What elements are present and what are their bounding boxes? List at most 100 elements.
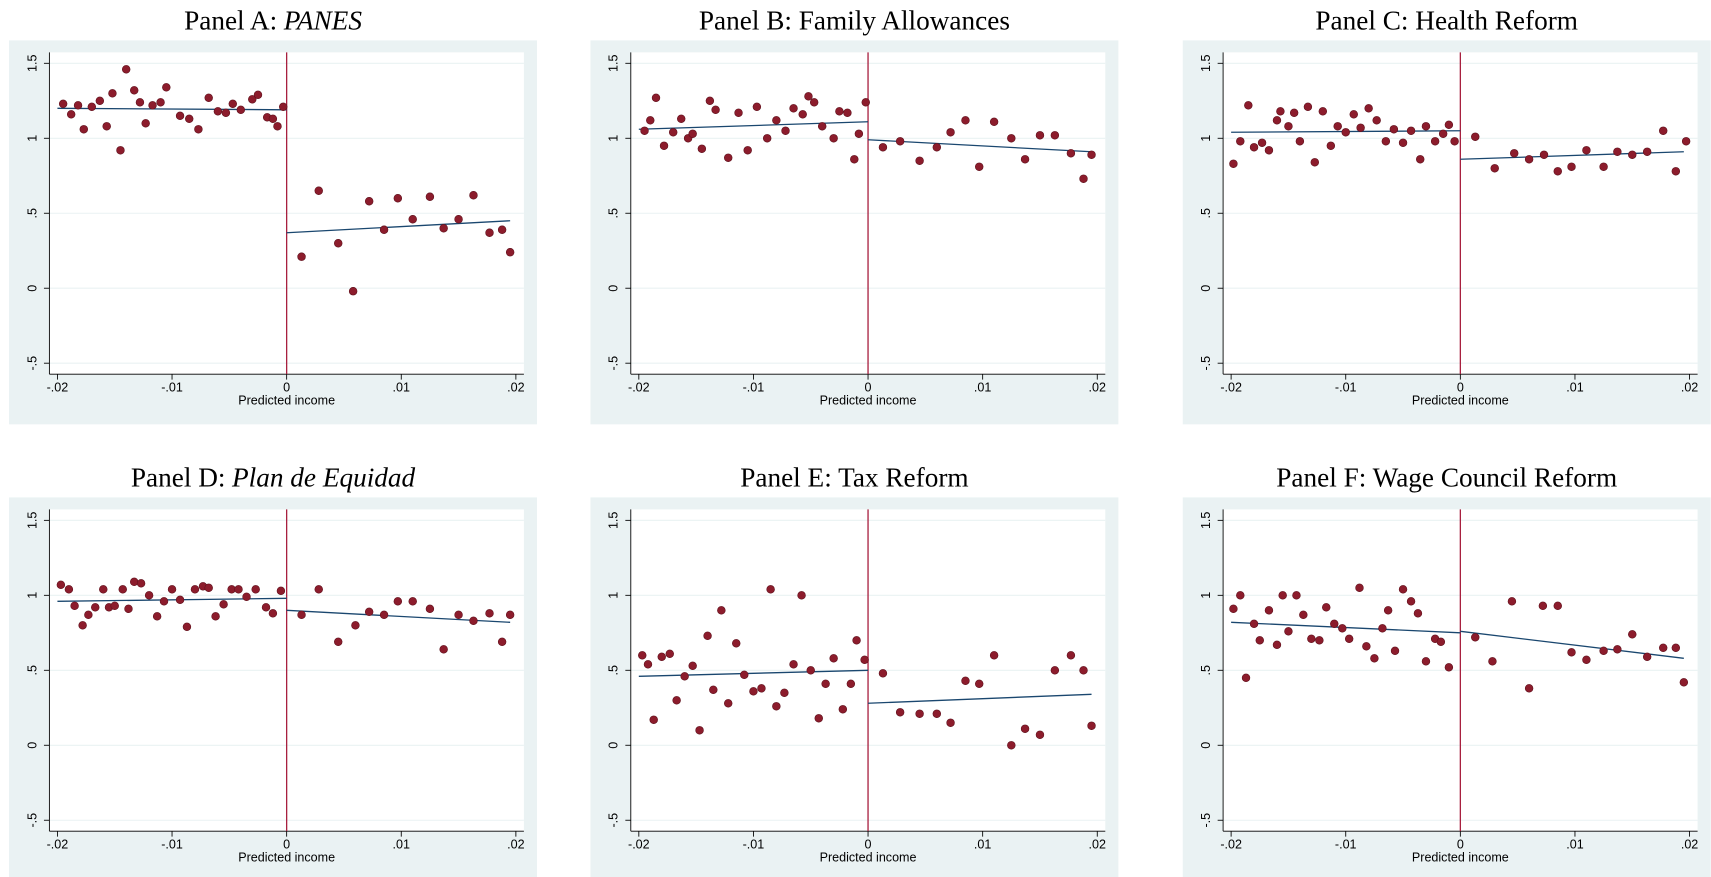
point: [766, 585, 775, 594]
point: [643, 660, 653, 669]
point: [1292, 591, 1301, 600]
x-tick-label: .02: [1089, 838, 1106, 852]
point: [1507, 597, 1517, 606]
point: [932, 709, 942, 718]
point: [1364, 104, 1373, 113]
point: [829, 654, 838, 663]
point: [1681, 137, 1691, 146]
point: [268, 609, 278, 618]
point: [190, 585, 200, 594]
point: [1050, 666, 1060, 675]
point: [1249, 143, 1259, 152]
y-tick-label: .5: [607, 665, 621, 675]
point: [852, 636, 861, 645]
point: [1035, 131, 1045, 140]
point: [1362, 642, 1371, 651]
point: [221, 108, 231, 117]
point: [724, 699, 733, 708]
y-tick-label: 1.5: [607, 55, 621, 72]
point: [835, 107, 844, 116]
point: [276, 586, 286, 596]
point: [194, 125, 203, 134]
point: [297, 252, 306, 261]
point: [70, 601, 79, 611]
point: [711, 105, 720, 114]
point: [152, 612, 162, 621]
y-tick-label: -.5: [607, 356, 621, 371]
point: [1295, 137, 1305, 146]
point: [695, 726, 704, 735]
point: [1567, 648, 1576, 657]
point: [379, 225, 389, 234]
point: [1613, 147, 1622, 156]
point: [497, 637, 507, 647]
point: [1284, 627, 1293, 636]
point: [1257, 138, 1267, 147]
point: [732, 639, 741, 648]
point: [1406, 126, 1416, 135]
y-tick-label: 1: [607, 592, 621, 599]
point: [975, 679, 984, 688]
point: [1450, 137, 1459, 146]
point: [1383, 606, 1393, 615]
point: [64, 585, 74, 594]
point: [1406, 597, 1416, 606]
point: [1307, 634, 1316, 644]
point: [439, 224, 448, 233]
point: [1390, 646, 1400, 656]
point: [408, 215, 417, 224]
y-tick-label: 1: [25, 135, 39, 142]
point: [1582, 146, 1591, 155]
point: [1488, 657, 1497, 666]
point: [1020, 724, 1030, 733]
point: [734, 108, 743, 117]
x-axis-label: Predicted income: [820, 851, 917, 865]
point: [78, 621, 87, 630]
point: [116, 146, 125, 155]
point: [1378, 624, 1387, 633]
point: [1050, 131, 1060, 140]
point: [505, 610, 515, 620]
point: [688, 661, 697, 670]
point: [809, 98, 819, 107]
y-tick-label: 1.5: [25, 55, 39, 72]
title-text: Panel B: Family Allowances: [699, 5, 1010, 35]
point: [1264, 146, 1274, 155]
point: [1035, 730, 1045, 739]
point: [130, 577, 139, 587]
point: [1628, 150, 1637, 159]
point: [961, 676, 970, 685]
point: [1413, 609, 1423, 618]
x-tick-label: .01: [1566, 381, 1583, 395]
point: [1599, 646, 1608, 656]
y-tick-label: -.5: [25, 356, 39, 371]
point: [895, 137, 905, 146]
x-tick-label: -.01: [743, 381, 765, 395]
point: [182, 622, 192, 632]
point: [1322, 603, 1331, 612]
x-tick-label: 0: [1457, 838, 1464, 852]
panel: -.5 0 .5 1 1.5 -.02 -.01 0 .01 .02 Predicted incom…: [590, 497, 1119, 877]
point: [1628, 630, 1637, 639]
point: [1276, 107, 1285, 116]
point: [780, 688, 789, 697]
point: [234, 585, 243, 594]
point: [56, 580, 66, 590]
point: [850, 155, 859, 164]
point: [469, 616, 478, 626]
point: [1229, 604, 1238, 614]
point: [118, 585, 127, 594]
point: [242, 592, 251, 602]
x-tick-label: -.01: [1335, 381, 1357, 395]
point: [99, 585, 108, 594]
fit-line: [57, 107, 287, 111]
point: [688, 129, 697, 138]
x-tick-label: -.01: [161, 381, 183, 395]
point: [1671, 643, 1681, 653]
point: [1553, 167, 1562, 176]
panel-title: Panel F: Wage Council Reform: [1276, 462, 1617, 492]
point: [946, 128, 955, 137]
point: [878, 669, 888, 678]
